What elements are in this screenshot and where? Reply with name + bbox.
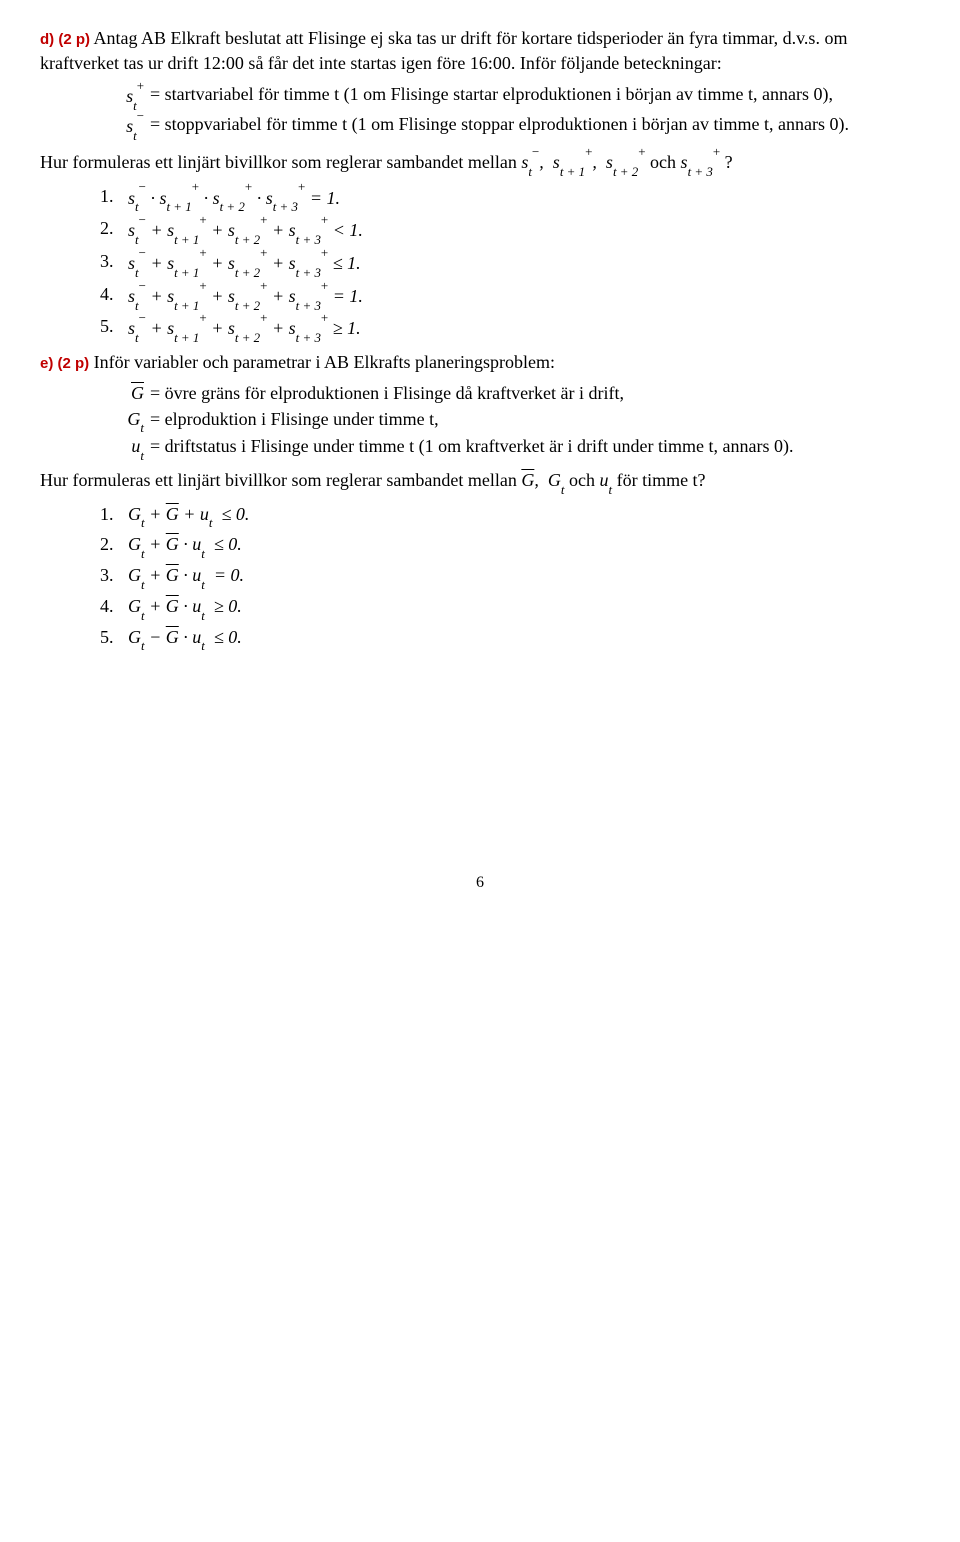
option-d-5-expr: st− + st + 1+ + st + 2+ + st + 3+ ≥ 1. (128, 314, 361, 344)
question-e: Hur formuleras ett linjärt bivillkor som… (40, 468, 920, 496)
q-d-och: och (650, 152, 681, 172)
question-d: Hur formuleras ett linjärt bivillkor som… (40, 148, 920, 178)
def-ut: ut = driftstatus i Flisinge under timme … (100, 434, 920, 462)
option-d-5: 5. st− + st + 1+ + st + 2+ + st + 3+ ≥ 1… (100, 314, 920, 344)
def-s-plus: st+ = startvariabel för timme t (1 om Fl… (100, 82, 920, 112)
option-d-2-num: 2. (100, 216, 128, 246)
label-e: e) (2 p) (40, 355, 89, 372)
symbol-ut: ut (100, 434, 150, 462)
q-d-var3: st + 2+ (601, 152, 645, 172)
option-e-2: 2. Gt + G · ut ≤ 0. (100, 532, 920, 560)
def-gbar-text: = övre gräns för elproduktionen i Flisin… (150, 381, 624, 406)
def-s-plus-text: = startvariabel för timme t (1 om Flisin… (150, 82, 833, 112)
option-e-2-num: 2. (100, 532, 128, 560)
q-e-suffix: för timme t? (617, 470, 706, 490)
q-d-var4: st + 3+ (681, 152, 721, 172)
question-e-prefix: Hur formuleras ett linjärt bivillkor som… (40, 470, 521, 490)
option-d-5-num: 5. (100, 314, 128, 344)
option-d-4-num: 4. (100, 282, 128, 312)
option-e-1-num: 1. (100, 502, 128, 530)
symbol-gt: Gt (100, 407, 150, 435)
option-d-4: 4. st− + st + 1+ + st + 2+ + st + 3+ = 1… (100, 282, 920, 312)
def-s-minus-text: = stoppvariabel för timme t (1 om Flisin… (150, 112, 849, 142)
option-e-1-expr: Gt + G + ut ≤ 0. (128, 502, 249, 530)
def-gt-text: = elproduktion i Flisinge under timme t, (150, 407, 439, 435)
label-d: d) (2 p) (40, 31, 90, 48)
question-d-prefix: Hur formuleras ett linjärt bivillkor som… (40, 152, 521, 172)
def-s-minus: st− = stoppvariabel för timme t (1 om Fl… (100, 112, 920, 142)
def-ut-text: = driftstatus i Flisinge under timme t (… (150, 434, 794, 462)
q-e-var3: ut (599, 470, 612, 490)
q-e-var1: G, (521, 470, 539, 490)
option-d-2-expr: st− + st + 1+ + st + 2+ + st + 3+ < 1. (128, 216, 363, 246)
q-d-qmark: ? (725, 152, 733, 172)
option-e-4: 4. Gt + G · ut ≥ 0. (100, 594, 920, 622)
option-d-1-expr: st− · st + 1+ · st + 2+ · st + 3+ = 1. (128, 184, 340, 214)
option-e-3: 3. Gt + G · ut = 0. (100, 563, 920, 591)
q-e-var2: Gt (543, 470, 564, 490)
q-e-och: och (569, 470, 600, 490)
q-d-var2: st + 1+, (548, 152, 597, 172)
q-d-var1: st−, (521, 152, 543, 172)
option-d-3: 3. st− + st + 1+ + st + 2+ + st + 3+ ≤ 1… (100, 249, 920, 279)
option-e-3-expr: Gt + G · ut = 0. (128, 563, 244, 591)
text-d-intro: Antag AB Elkraft beslutat att Flisinge e… (40, 28, 847, 73)
option-d-4-expr: st− + st + 1+ + st + 2+ + st + 3+ = 1. (128, 282, 363, 312)
page-number: 6 (40, 872, 920, 894)
option-e-2-expr: Gt + G · ut ≤ 0. (128, 532, 242, 560)
option-d-2: 2. st− + st + 1+ + st + 2+ + st + 3+ < 1… (100, 216, 920, 246)
option-e-5-expr: Gt − G · ut ≤ 0. (128, 625, 242, 653)
option-e-4-num: 4. (100, 594, 128, 622)
symbol-s-minus: st− (100, 112, 150, 142)
options-d: 1. st− · st + 1+ · st + 2+ · st + 3+ = 1… (100, 184, 920, 345)
option-d-1: 1. st− · st + 1+ · st + 2+ · st + 3+ = 1… (100, 184, 920, 214)
option-d-3-expr: st− + st + 1+ + st + 2+ + st + 3+ ≤ 1. (128, 249, 361, 279)
option-e-5: 5. Gt − G · ut ≤ 0. (100, 625, 920, 653)
options-e: 1. Gt + G + ut ≤ 0. 2. Gt + G · ut ≤ 0. … (100, 502, 920, 653)
option-e-3-num: 3. (100, 563, 128, 591)
option-d-3-num: 3. (100, 249, 128, 279)
paragraph-e-intro: e) (2 p) Inför variabler och parametrar … (40, 350, 920, 375)
option-e-4-expr: Gt + G · ut ≥ 0. (128, 594, 242, 622)
option-d-1-num: 1. (100, 184, 128, 214)
option-e-1: 1. Gt + G + ut ≤ 0. (100, 502, 920, 530)
def-gt: Gt = elproduktion i Flisinge under timme… (100, 407, 920, 435)
paragraph-d-intro: d) (2 p) Antag AB Elkraft beslutat att F… (40, 26, 920, 76)
def-gbar: G = övre gräns för elproduktionen i Flis… (100, 381, 920, 406)
symbol-gbar: G (100, 381, 150, 406)
option-e-5-num: 5. (100, 625, 128, 653)
text-e-intro: Inför variabler och parametrar i AB Elkr… (94, 352, 555, 372)
